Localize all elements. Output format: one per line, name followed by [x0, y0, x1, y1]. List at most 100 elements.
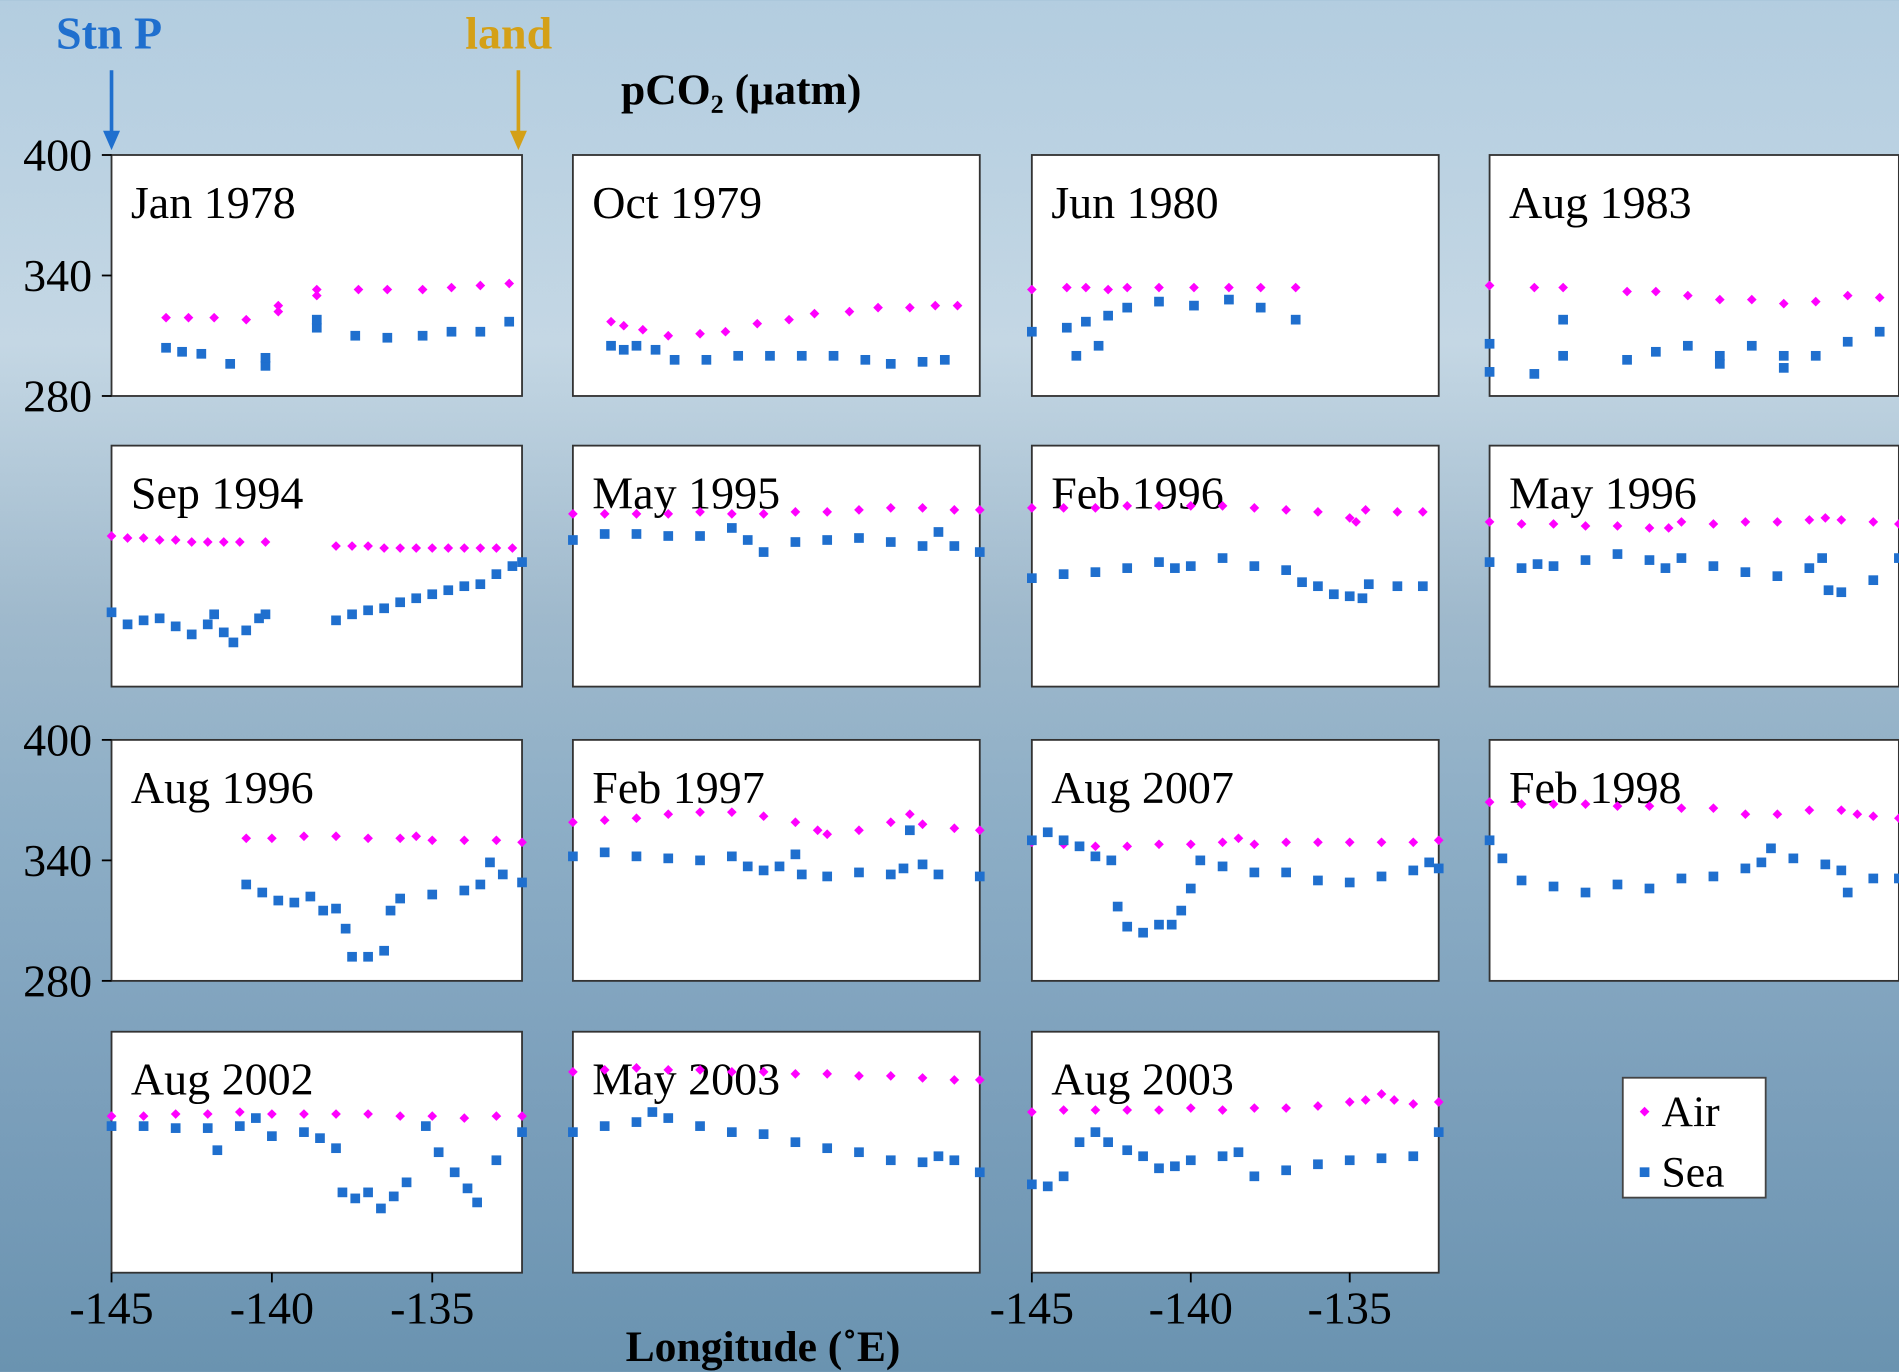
- sea-point: [472, 1197, 482, 1208]
- sea-point: [917, 1157, 928, 1168]
- air-point: [1249, 1103, 1260, 1113]
- sea-point: [417, 330, 428, 341]
- sea-point: [497, 869, 508, 880]
- sea-point: [363, 605, 373, 616]
- air-point: [1392, 507, 1403, 517]
- sea-point: [1817, 553, 1827, 563]
- sea-point: [401, 1177, 412, 1188]
- sea-point: [254, 613, 264, 624]
- panel-title: Aug 2002: [131, 1054, 314, 1105]
- sea-point: [1874, 326, 1885, 337]
- air-point: [1122, 501, 1133, 511]
- sea-point: [177, 346, 187, 357]
- panel: [1030, 444, 1440, 688]
- sea-point: [1788, 853, 1799, 864]
- sea-point: [1122, 563, 1133, 573]
- sea-point: [411, 593, 422, 604]
- sea-point: [1281, 867, 1291, 878]
- sea-point: [491, 569, 502, 579]
- sea-point: [376, 1203, 386, 1214]
- sea-point: [311, 314, 322, 325]
- sea-point: [822, 871, 833, 882]
- air-point: [1281, 505, 1291, 515]
- sea-point: [122, 619, 133, 630]
- air-point: [885, 1071, 896, 1081]
- sea-point: [1255, 302, 1266, 313]
- air-point: [1224, 282, 1234, 293]
- air-point: [1836, 805, 1847, 816]
- panel-title: Aug 2003: [1051, 1054, 1234, 1105]
- air-point: [1644, 801, 1655, 811]
- x-axis-label: Longitude (˚E): [626, 1323, 901, 1371]
- sea-point: [273, 895, 284, 906]
- air-point: [904, 302, 915, 313]
- air-point: [917, 819, 928, 830]
- sea-point: [1484, 557, 1495, 567]
- sea-point: [1233, 1147, 1244, 1158]
- air-point: [568, 817, 578, 828]
- sea-point: [257, 887, 268, 898]
- air-point: [1313, 507, 1323, 517]
- air-point: [1644, 523, 1655, 533]
- air-point: [695, 507, 705, 517]
- air-point: [1714, 294, 1725, 305]
- sea-point: [1170, 563, 1180, 573]
- air-point: [267, 1109, 277, 1119]
- sea-point: [898, 863, 909, 874]
- sea-point: [462, 1183, 473, 1194]
- sea-point: [1027, 1179, 1037, 1190]
- legend-swatch: [1639, 1167, 1650, 1178]
- sea-point: [1644, 555, 1655, 565]
- sea-point: [1122, 921, 1133, 932]
- sea-point: [170, 1123, 181, 1133]
- air-point: [695, 1065, 705, 1075]
- air-point: [1708, 803, 1719, 814]
- air-point: [311, 290, 322, 301]
- air-point: [1154, 501, 1164, 511]
- panel-title: Aug 1983: [1509, 177, 1692, 228]
- sea-point: [1408, 1151, 1419, 1162]
- sea-point: [974, 1167, 985, 1178]
- arrowhead: [509, 130, 527, 151]
- air-point: [822, 1069, 833, 1079]
- sea-point: [1810, 350, 1821, 361]
- sea-point: [1424, 857, 1435, 868]
- air-point: [1772, 809, 1783, 820]
- sea-point: [1027, 326, 1037, 337]
- sea-point: [1644, 883, 1655, 894]
- air-point: [363, 1109, 373, 1119]
- air-point: [106, 1111, 117, 1121]
- sea-point: [1408, 865, 1419, 876]
- sea-point: [202, 1123, 213, 1133]
- sea-point: [695, 855, 705, 866]
- air-point: [1580, 799, 1591, 809]
- sea-point: [1249, 1171, 1260, 1182]
- sea-point: [475, 326, 486, 337]
- sea-point: [504, 316, 515, 327]
- sea-point: [1154, 296, 1164, 307]
- x-tick-label: -140: [230, 1283, 314, 1334]
- sea-point: [212, 1145, 223, 1156]
- sea-point: [726, 851, 737, 862]
- air-point: [517, 837, 527, 848]
- sea-point: [1090, 851, 1101, 862]
- sea-point: [1714, 359, 1725, 369]
- sea-point: [631, 1117, 642, 1127]
- air-point: [1651, 286, 1661, 297]
- sea-point: [420, 1121, 431, 1131]
- air-point: [726, 807, 737, 818]
- air-point: [1894, 519, 1899, 529]
- sea-point: [650, 344, 661, 355]
- sea-point: [234, 1121, 245, 1131]
- sea-point: [1497, 853, 1508, 864]
- air-point: [331, 831, 341, 842]
- sea-point: [774, 861, 785, 872]
- arrowhead: [103, 130, 121, 151]
- air-point: [1842, 290, 1853, 301]
- air-point: [1217, 501, 1228, 511]
- sea-point: [311, 322, 322, 333]
- sea-point: [379, 945, 389, 956]
- sea-point: [218, 627, 229, 638]
- sea-point: [1622, 354, 1632, 365]
- sea-point: [1217, 553, 1228, 563]
